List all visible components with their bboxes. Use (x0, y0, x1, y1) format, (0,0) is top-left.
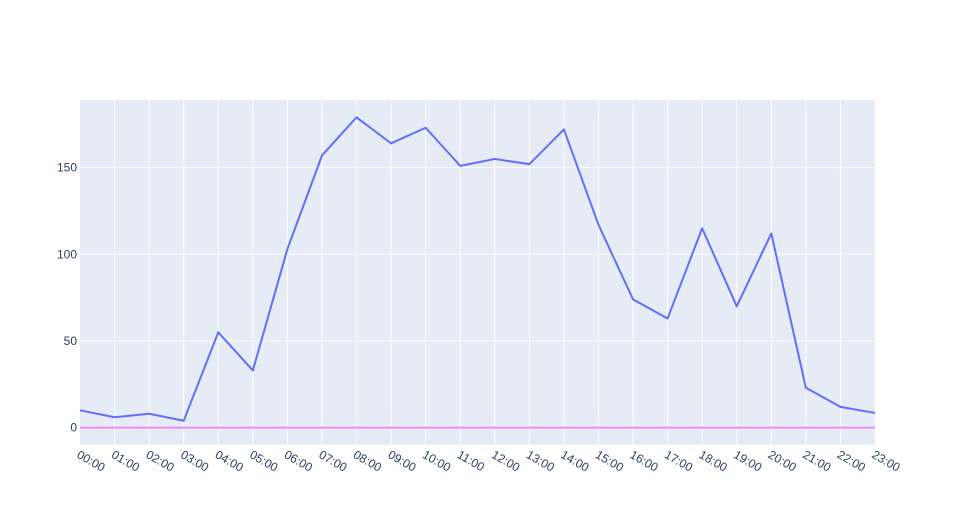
series-line-main (79, 116, 876, 422)
x-tick-label: 17:00 (662, 447, 695, 474)
plot-area (80, 100, 875, 445)
y-tick-label: 0 (70, 421, 77, 435)
x-tick-label: 21:00 (800, 447, 833, 474)
x-tick-label: 16:00 (628, 447, 661, 474)
x-axis-tick-labels: 00:00 01:00 02:00 03:00 04:00 05:00 06:00 07:00… (75, 447, 903, 474)
y-tick-label: 100 (57, 247, 77, 261)
series-layer (79, 116, 876, 429)
x-tick-label: 02:00 (144, 447, 177, 474)
x-tick-label: 20:00 (766, 447, 799, 474)
y-tick-label: 50 (64, 334, 78, 348)
x-tick-label: 06:00 (282, 447, 315, 474)
x-tick-label: 00:00 (75, 447, 108, 474)
x-tick-label: 09:00 (386, 447, 419, 474)
x-tick-label: 22:00 (835, 447, 868, 474)
x-tick-label: 01:00 (109, 447, 142, 474)
y-gridlines (80, 167, 875, 342)
x-tick-label: 07:00 (316, 447, 349, 474)
x-tick-label: 03:00 (178, 447, 211, 474)
x-tick-label: 13:00 (524, 447, 557, 474)
x-tick-label: 14:00 (558, 447, 591, 474)
x-gridlines (114, 100, 841, 445)
x-tick-label: 08:00 (351, 447, 384, 474)
x-tick-label: 12:00 (489, 447, 522, 474)
x-tick-label: 04:00 (213, 447, 246, 474)
x-tick-label: 19:00 (731, 447, 764, 474)
x-tick-label: 15:00 (593, 447, 626, 474)
y-tick-label: 150 (57, 161, 77, 175)
x-tick-label: 23:00 (870, 447, 903, 474)
y-axis-tick-labels: 0 50 100 150 (57, 161, 77, 435)
x-tick-label: 18:00 (697, 447, 730, 474)
x-tick-label: 10:00 (420, 447, 453, 474)
x-tick-label: 05:00 (247, 447, 280, 474)
x-tick-label: 11:00 (455, 447, 488, 474)
